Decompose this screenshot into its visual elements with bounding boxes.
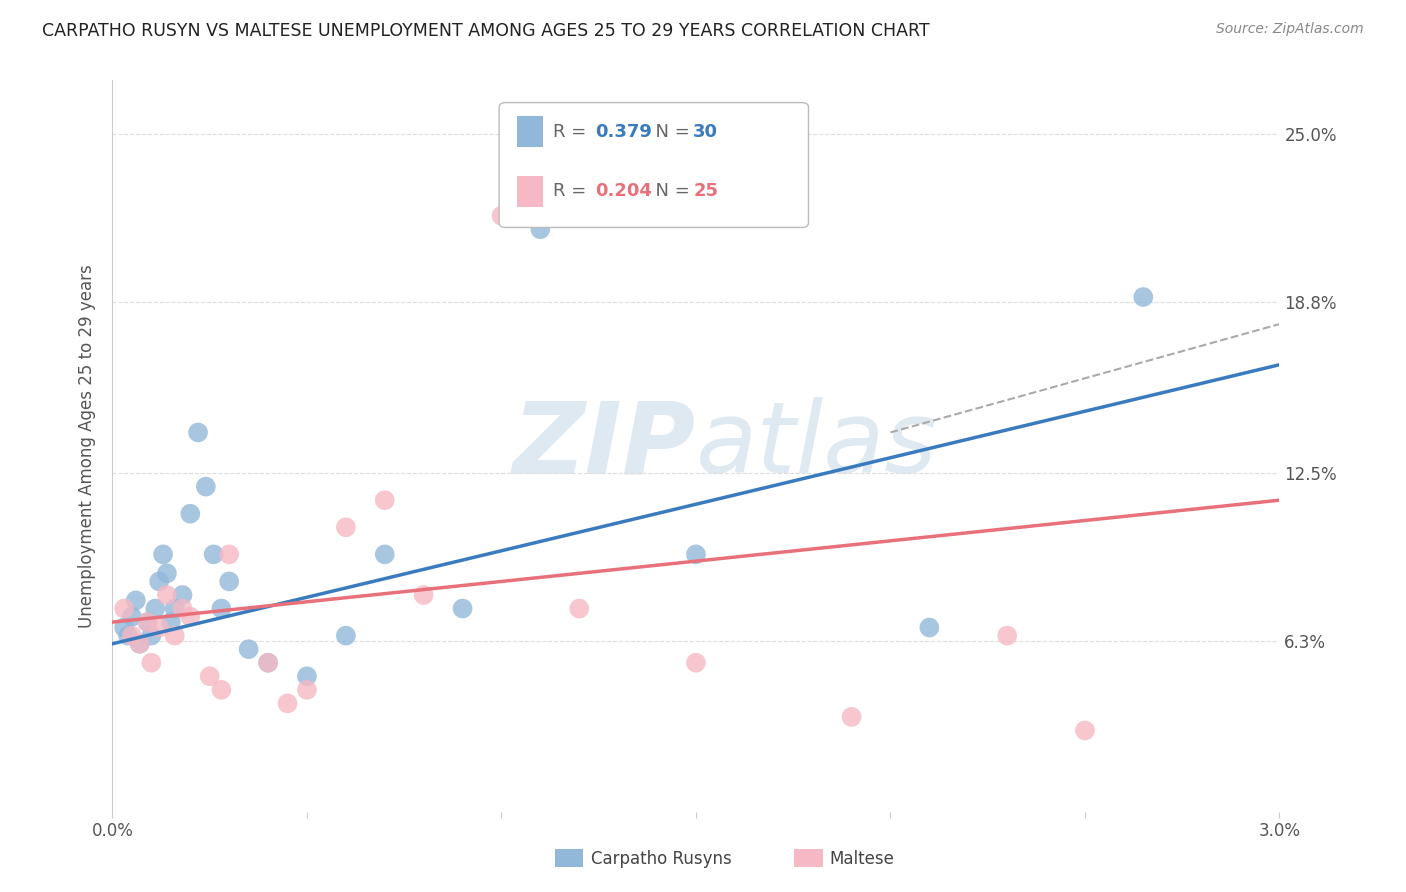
Y-axis label: Unemployment Among Ages 25 to 29 years: Unemployment Among Ages 25 to 29 years	[77, 264, 96, 628]
Point	[112, 620, 135, 634]
Point	[1132, 290, 1154, 304]
Point	[529, 222, 551, 236]
Point	[238, 642, 260, 657]
Point	[128, 637, 150, 651]
Point	[335, 520, 357, 534]
Point	[995, 629, 1018, 643]
Point	[451, 601, 474, 615]
Point	[335, 629, 357, 643]
Point	[152, 547, 174, 561]
Text: ZIP: ZIP	[513, 398, 696, 494]
Text: Source: ZipAtlas.com: Source: ZipAtlas.com	[1216, 22, 1364, 37]
Point	[172, 588, 194, 602]
Point	[117, 629, 139, 643]
Text: Carpatho Rusyns: Carpatho Rusyns	[591, 850, 731, 868]
Point	[209, 682, 232, 697]
Point	[141, 656, 163, 670]
Point	[412, 588, 434, 602]
Point	[202, 547, 225, 561]
Text: N =: N =	[644, 122, 696, 141]
Text: 0.204: 0.204	[595, 182, 651, 201]
Text: atlas: atlas	[696, 398, 938, 494]
Point	[685, 656, 707, 670]
Point	[257, 656, 280, 670]
Point	[276, 697, 298, 711]
Point	[156, 588, 179, 602]
Text: CARPATHO RUSYN VS MALTESE UNEMPLOYMENT AMONG AGES 25 TO 29 YEARS CORRELATION CHA: CARPATHO RUSYN VS MALTESE UNEMPLOYMENT A…	[42, 22, 929, 40]
Point	[112, 601, 135, 615]
Point	[198, 669, 221, 683]
Point	[685, 547, 707, 561]
Point	[841, 710, 863, 724]
Point	[194, 480, 217, 494]
Point	[257, 656, 280, 670]
Point	[218, 547, 240, 561]
Point	[179, 507, 201, 521]
Point	[143, 601, 166, 615]
Point	[148, 574, 170, 589]
Point	[491, 209, 513, 223]
Point	[136, 615, 159, 629]
Text: Maltese: Maltese	[830, 850, 894, 868]
Text: R =: R =	[553, 122, 592, 141]
Point	[148, 620, 170, 634]
Point	[295, 669, 318, 683]
Point	[125, 593, 148, 607]
Point	[374, 547, 396, 561]
Point	[568, 601, 591, 615]
Text: 30: 30	[693, 122, 718, 141]
Point	[160, 615, 183, 629]
Text: N =: N =	[644, 182, 696, 201]
Point	[295, 682, 318, 697]
Point	[209, 601, 232, 615]
Text: R =: R =	[553, 182, 592, 201]
Point	[187, 425, 209, 440]
Point	[156, 566, 179, 581]
Point	[121, 609, 143, 624]
Point	[918, 620, 941, 634]
Point	[141, 629, 163, 643]
Point	[1074, 723, 1097, 738]
Point	[179, 609, 201, 624]
Text: 25: 25	[693, 182, 718, 201]
Text: 0.379: 0.379	[595, 122, 651, 141]
Point	[163, 601, 186, 615]
Point	[136, 615, 159, 629]
Point	[121, 629, 143, 643]
Point	[172, 601, 194, 615]
Point	[128, 637, 150, 651]
Point	[163, 629, 186, 643]
Point	[374, 493, 396, 508]
Point	[218, 574, 240, 589]
